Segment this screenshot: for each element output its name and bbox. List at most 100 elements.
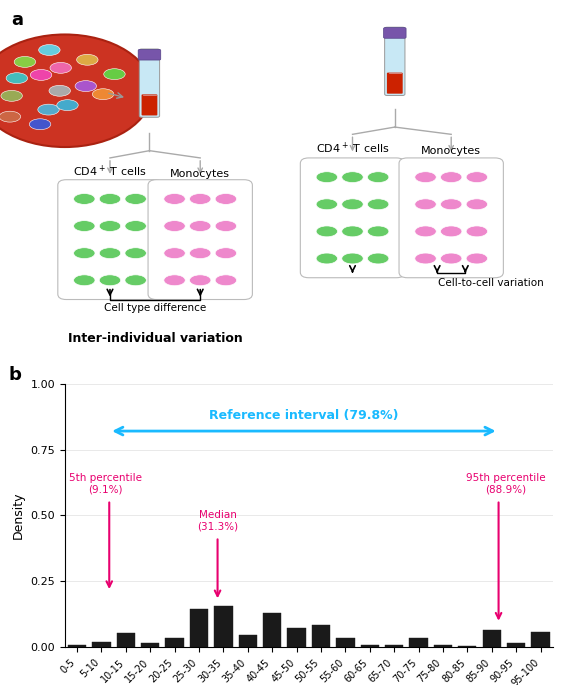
Ellipse shape <box>0 111 21 122</box>
Text: Cell-to-cell variation: Cell-to-cell variation <box>438 277 544 288</box>
Ellipse shape <box>316 172 337 183</box>
Ellipse shape <box>190 248 211 259</box>
Ellipse shape <box>190 193 211 204</box>
Bar <box>68 645 86 647</box>
Bar <box>288 627 306 647</box>
Ellipse shape <box>74 221 95 232</box>
Ellipse shape <box>125 193 147 204</box>
Ellipse shape <box>75 81 96 92</box>
Bar <box>312 625 330 647</box>
Ellipse shape <box>415 226 437 237</box>
Ellipse shape <box>6 73 28 84</box>
Ellipse shape <box>215 221 237 232</box>
FancyBboxPatch shape <box>148 179 252 299</box>
Bar <box>117 633 135 647</box>
Text: b: b <box>8 366 21 384</box>
Bar <box>92 642 111 647</box>
Ellipse shape <box>99 275 121 286</box>
Ellipse shape <box>466 199 487 210</box>
Text: 5th percentile
(9.1%): 5th percentile (9.1%) <box>69 473 142 495</box>
Text: Reference interval (79.8%): Reference interval (79.8%) <box>209 409 399 422</box>
Ellipse shape <box>466 172 487 183</box>
Text: Monocytes: Monocytes <box>170 169 230 179</box>
Text: a: a <box>11 11 23 29</box>
Ellipse shape <box>99 193 121 204</box>
Ellipse shape <box>316 253 337 264</box>
Bar <box>239 636 257 647</box>
Ellipse shape <box>367 172 389 183</box>
Circle shape <box>0 34 152 147</box>
Bar <box>214 606 232 647</box>
Ellipse shape <box>57 100 78 110</box>
Text: Inter-individual variation: Inter-individual variation <box>68 332 243 345</box>
Ellipse shape <box>104 68 125 79</box>
Text: CD4$^+$ T cells: CD4$^+$ T cells <box>73 163 147 179</box>
Ellipse shape <box>164 248 185 259</box>
FancyBboxPatch shape <box>139 49 160 117</box>
Ellipse shape <box>190 275 211 286</box>
Ellipse shape <box>367 253 389 264</box>
Bar <box>141 643 160 647</box>
Ellipse shape <box>30 69 52 80</box>
Ellipse shape <box>215 193 237 204</box>
FancyBboxPatch shape <box>300 158 405 277</box>
FancyBboxPatch shape <box>399 158 504 277</box>
Bar <box>263 613 281 647</box>
Ellipse shape <box>164 193 185 204</box>
Ellipse shape <box>99 248 121 259</box>
Ellipse shape <box>342 253 363 264</box>
Ellipse shape <box>164 221 185 232</box>
Text: Median
(31.3%): Median (31.3%) <box>197 510 238 532</box>
Ellipse shape <box>74 193 95 204</box>
Bar <box>458 646 477 647</box>
Text: Cell type difference: Cell type difference <box>104 303 206 313</box>
Ellipse shape <box>440 226 462 237</box>
Ellipse shape <box>440 253 462 264</box>
Ellipse shape <box>342 226 363 237</box>
Ellipse shape <box>74 248 95 259</box>
FancyBboxPatch shape <box>138 49 161 60</box>
FancyBboxPatch shape <box>58 179 162 299</box>
Ellipse shape <box>164 275 185 286</box>
Ellipse shape <box>316 226 337 237</box>
Bar <box>507 643 525 647</box>
Bar <box>190 609 208 647</box>
Ellipse shape <box>466 253 487 264</box>
Bar <box>385 645 403 647</box>
Ellipse shape <box>29 119 51 129</box>
Text: 95th percentile
(88.9%): 95th percentile (88.9%) <box>466 473 546 495</box>
Ellipse shape <box>125 248 147 259</box>
Ellipse shape <box>125 221 147 232</box>
Ellipse shape <box>92 89 114 99</box>
Ellipse shape <box>342 172 363 183</box>
Bar <box>165 638 184 647</box>
Bar <box>409 638 428 647</box>
Ellipse shape <box>466 226 487 237</box>
Bar <box>336 638 355 647</box>
Ellipse shape <box>440 172 462 183</box>
Ellipse shape <box>190 221 211 232</box>
Ellipse shape <box>215 248 237 259</box>
Ellipse shape <box>415 199 437 210</box>
Ellipse shape <box>367 199 389 210</box>
Y-axis label: Density: Density <box>12 492 25 539</box>
Bar <box>483 630 501 647</box>
Ellipse shape <box>77 54 98 65</box>
Ellipse shape <box>215 275 237 286</box>
Ellipse shape <box>1 90 23 101</box>
Ellipse shape <box>74 275 95 286</box>
Bar <box>434 645 452 647</box>
FancyBboxPatch shape <box>384 27 406 38</box>
Ellipse shape <box>14 56 36 67</box>
Ellipse shape <box>316 199 337 210</box>
Ellipse shape <box>415 172 437 183</box>
Ellipse shape <box>440 199 462 210</box>
FancyBboxPatch shape <box>387 73 403 94</box>
Text: Monocytes: Monocytes <box>421 146 481 156</box>
Text: CD4$^+$ T cells: CD4$^+$ T cells <box>316 141 389 156</box>
Ellipse shape <box>38 104 59 115</box>
Ellipse shape <box>342 199 363 210</box>
Ellipse shape <box>49 86 70 96</box>
Ellipse shape <box>50 62 72 73</box>
FancyBboxPatch shape <box>142 95 157 116</box>
